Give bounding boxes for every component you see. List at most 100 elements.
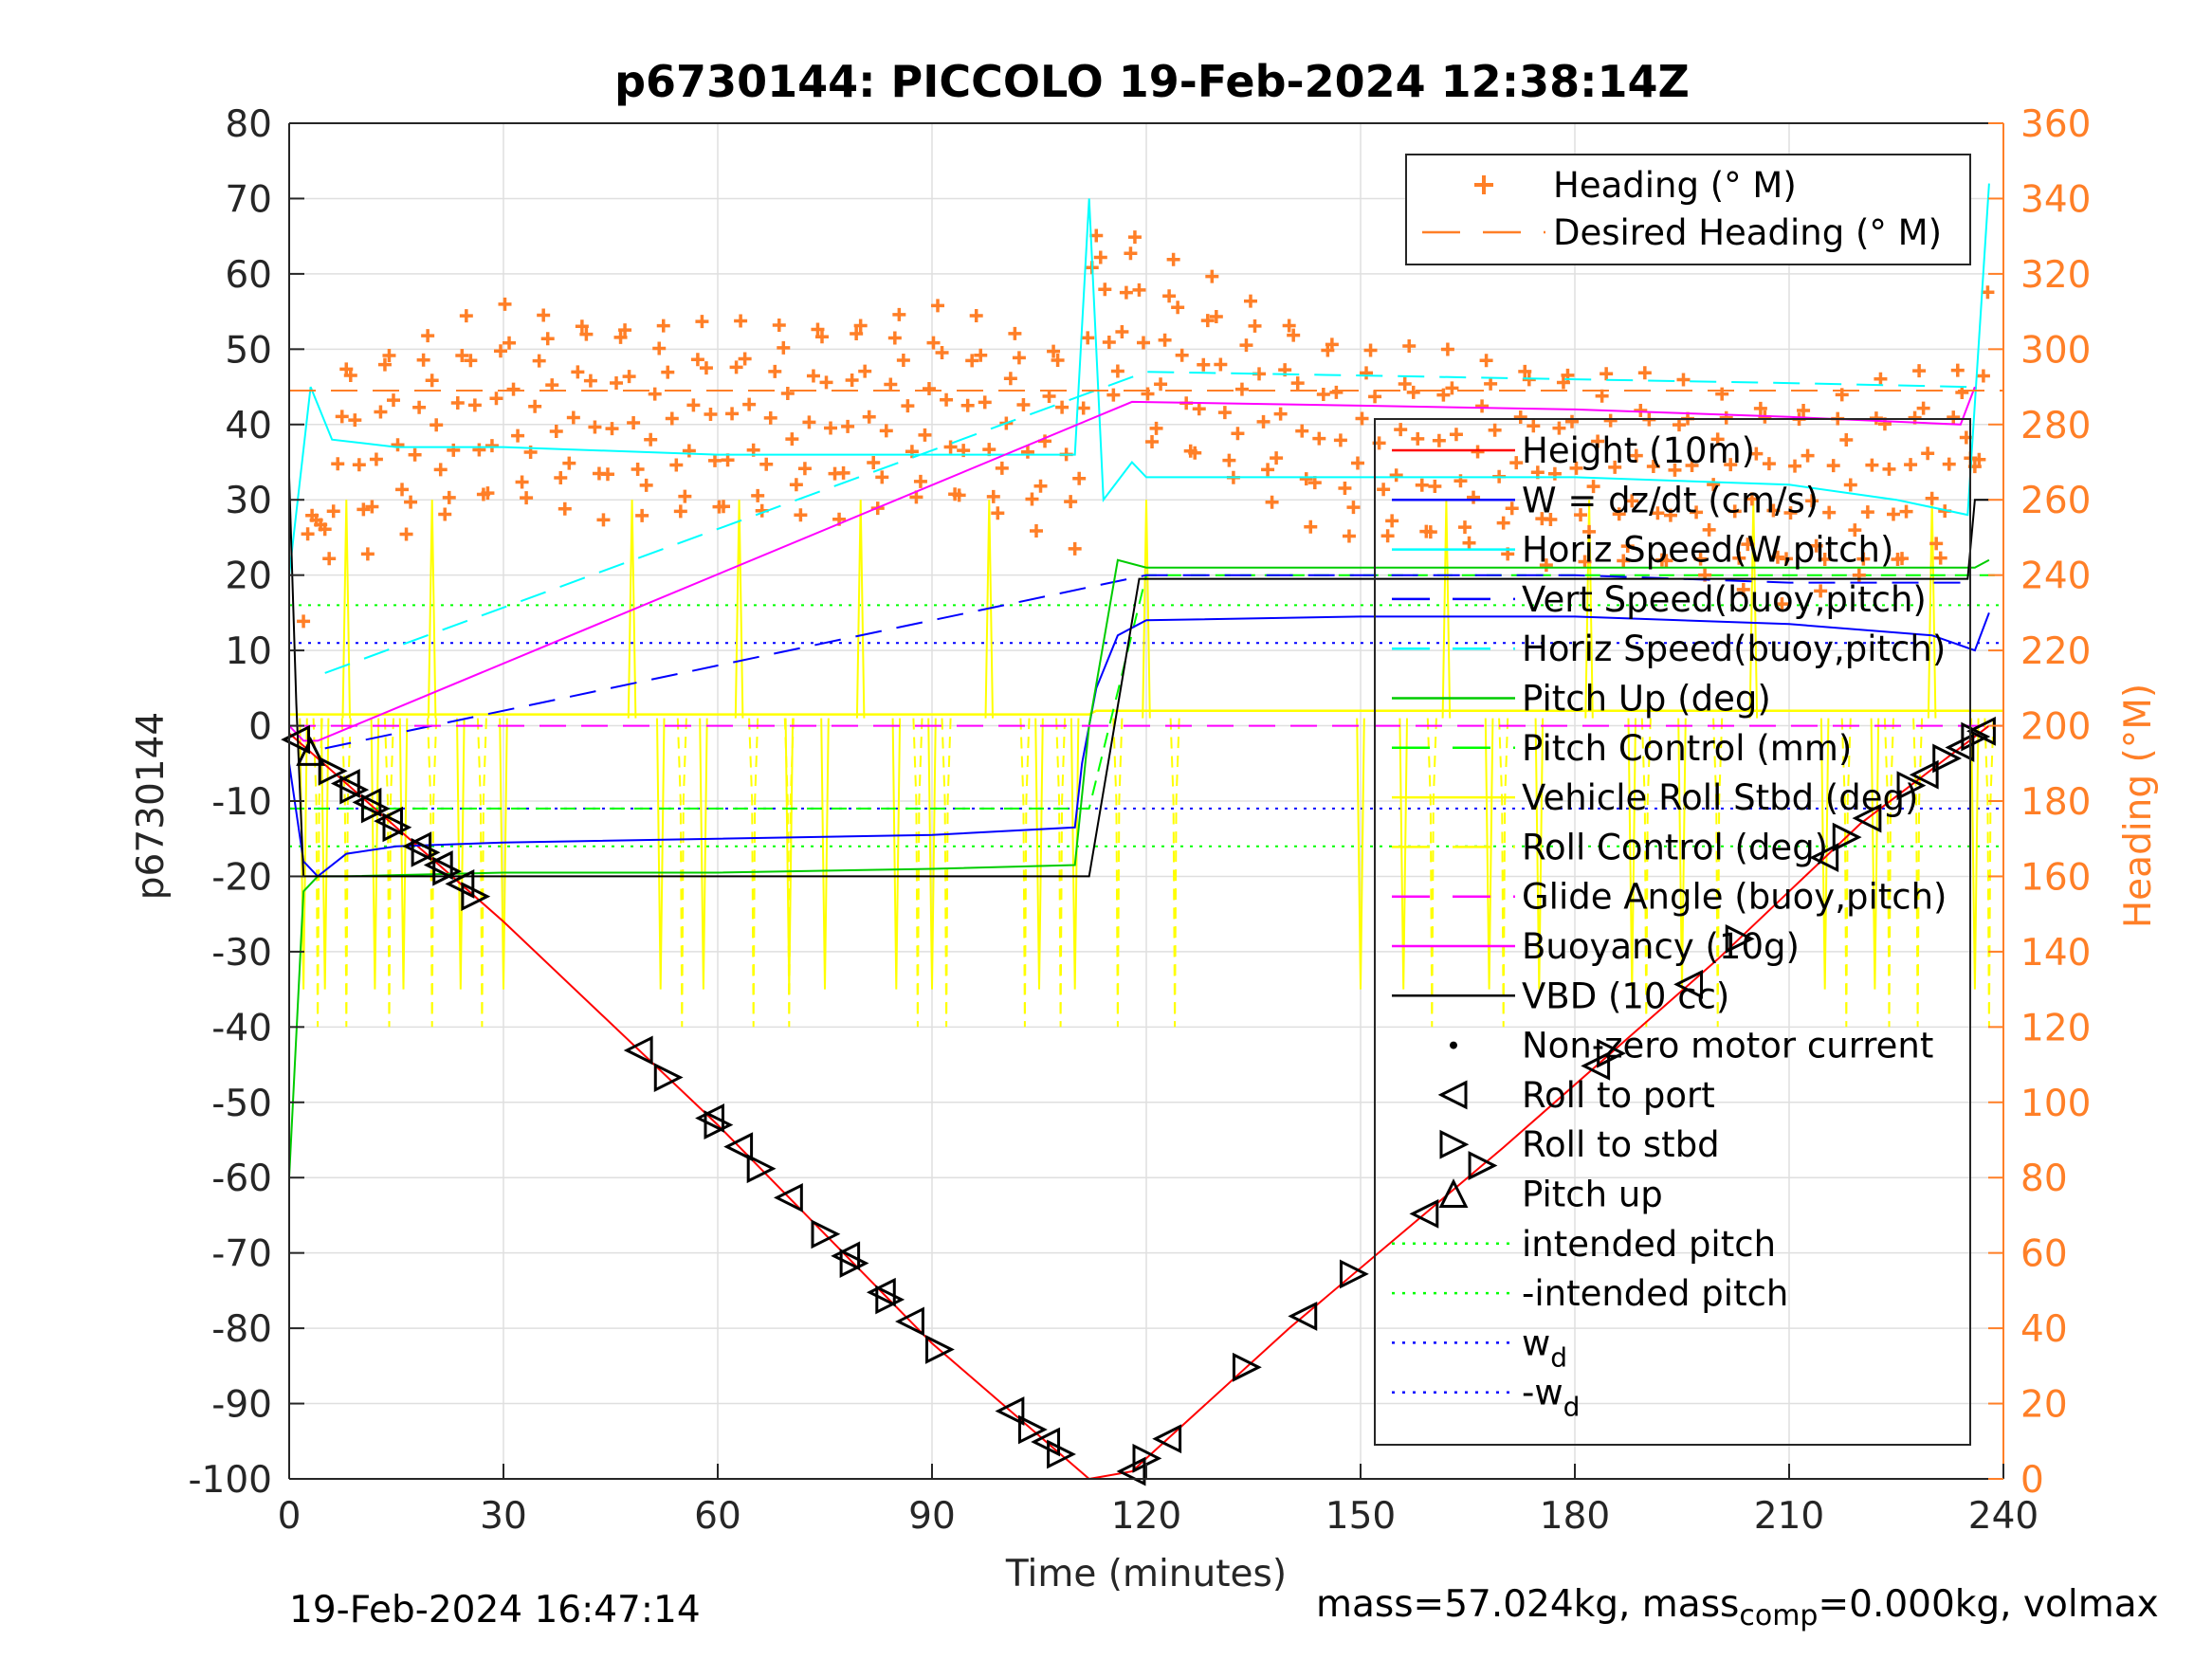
roll-control-spike — [1840, 718, 1852, 1028]
heading-point — [1346, 501, 1361, 515]
heading-point — [759, 457, 774, 471]
y-tick-label: 30 — [225, 480, 272, 522]
vehicle-roll-spike — [1398, 718, 1408, 990]
marker-roll-stbd — [461, 882, 491, 912]
heading-point — [867, 455, 881, 469]
heading-point — [969, 309, 983, 323]
marker-roll-port — [623, 1035, 653, 1066]
heading-point — [484, 439, 499, 453]
heading-point — [875, 470, 889, 484]
heading-point — [1582, 524, 1597, 538]
heading-point — [575, 319, 589, 334]
heading-point — [1415, 478, 1429, 492]
heading-point — [665, 411, 679, 426]
heading-point — [365, 500, 379, 514]
y-tick-label: -90 — [211, 1384, 272, 1427]
x-tick-label: 120 — [1111, 1495, 1181, 1538]
marker-roll-stbd — [1047, 1439, 1076, 1469]
heading-point — [1175, 348, 1189, 362]
y-tick-label: -50 — [211, 1083, 272, 1125]
legend-label: Roll Control (deg) — [1522, 827, 1828, 867]
heading-point — [1145, 435, 1160, 449]
heading-point — [455, 349, 469, 363]
heading-point — [1261, 463, 1275, 477]
heading-point — [1110, 364, 1124, 378]
heading-point — [1612, 507, 1626, 521]
roll-control-spike — [676, 718, 687, 1028]
heading-point — [1333, 433, 1347, 447]
x-tick-label: 60 — [694, 1495, 741, 1538]
marker-roll-port — [330, 769, 360, 798]
marker-roll-stbd — [339, 775, 370, 805]
heading-point — [1578, 555, 1592, 569]
heading-point — [1797, 404, 1811, 418]
heading-point — [1188, 446, 1202, 460]
x-tick-label: 90 — [908, 1495, 956, 1538]
marker-roll-port — [352, 787, 382, 817]
heading-point — [1552, 421, 1566, 435]
vehicle-roll-spike — [734, 500, 744, 719]
heading-point — [1690, 505, 1704, 520]
heading-point — [729, 360, 743, 374]
heading-point — [1192, 402, 1206, 416]
marker-roll-stbd — [1017, 1414, 1048, 1445]
y2-tick-label: 40 — [2020, 1308, 2068, 1351]
y-tick-label: -40 — [211, 1007, 272, 1049]
heading-point — [352, 458, 366, 472]
heading-point — [1475, 399, 1490, 413]
heading-point — [1848, 523, 1862, 538]
heading-point — [322, 552, 337, 566]
heading-point — [1783, 506, 1798, 520]
y-axis-label: p6730144 — [130, 712, 173, 900]
heading-point — [1895, 552, 1910, 566]
marker-roll-port — [402, 831, 432, 862]
heading-point — [467, 398, 482, 412]
vehicle-roll-spike — [341, 500, 351, 719]
y2-tick-label: 360 — [2020, 103, 2091, 146]
heading-point — [1646, 459, 1660, 473]
heading-point — [1265, 495, 1279, 509]
heading-point — [600, 467, 614, 482]
y-tick-label: -30 — [211, 932, 272, 975]
heading-point — [1574, 508, 1588, 522]
heading-point — [1398, 377, 1412, 392]
heading-point — [1200, 314, 1215, 328]
heading-point — [1127, 230, 1142, 245]
heading-point — [1625, 494, 1639, 508]
series-layer — [281, 183, 2003, 1486]
heading-point — [1355, 411, 1369, 426]
heading-point — [1488, 423, 1502, 437]
heading-point — [1569, 461, 1583, 475]
heading-point — [1732, 551, 1746, 565]
heading-point — [532, 354, 546, 368]
heading-point — [540, 332, 555, 346]
legend-sample — [1438, 1178, 1469, 1208]
heading-point — [1436, 388, 1451, 402]
marker-roll-port — [866, 1277, 896, 1307]
marker-roll-port — [1966, 716, 1996, 746]
vehicle-roll-spike — [627, 500, 637, 719]
heading-point — [1484, 376, 1498, 391]
heading-point — [1467, 490, 1481, 504]
heading-point — [1843, 478, 1857, 492]
y-tick-label: 10 — [225, 630, 272, 673]
legend-label: Horiz Speed(W,pitch) — [1522, 530, 1893, 571]
heading-point — [652, 341, 667, 356]
heading-point — [1753, 401, 1767, 415]
heading-point — [751, 488, 765, 502]
heading-point — [1745, 492, 1759, 506]
legend-label: Heading (° M) — [1553, 165, 1797, 206]
legend-label: Vert Speed(buoy,pitch) — [1522, 579, 1927, 620]
heading-point — [447, 443, 461, 457]
heading-point — [1526, 419, 1541, 433]
heading-point — [819, 375, 833, 390]
heading-point — [1471, 445, 1485, 459]
marker-roll-port — [1409, 1198, 1439, 1229]
x-tick-label: 0 — [278, 1495, 302, 1538]
heading-point — [1921, 447, 1935, 461]
heading-point — [1505, 501, 1519, 516]
heading-point — [802, 415, 816, 429]
heading-point — [986, 489, 1000, 503]
heading-point — [1916, 401, 1930, 415]
heading-point — [1124, 246, 1138, 261]
